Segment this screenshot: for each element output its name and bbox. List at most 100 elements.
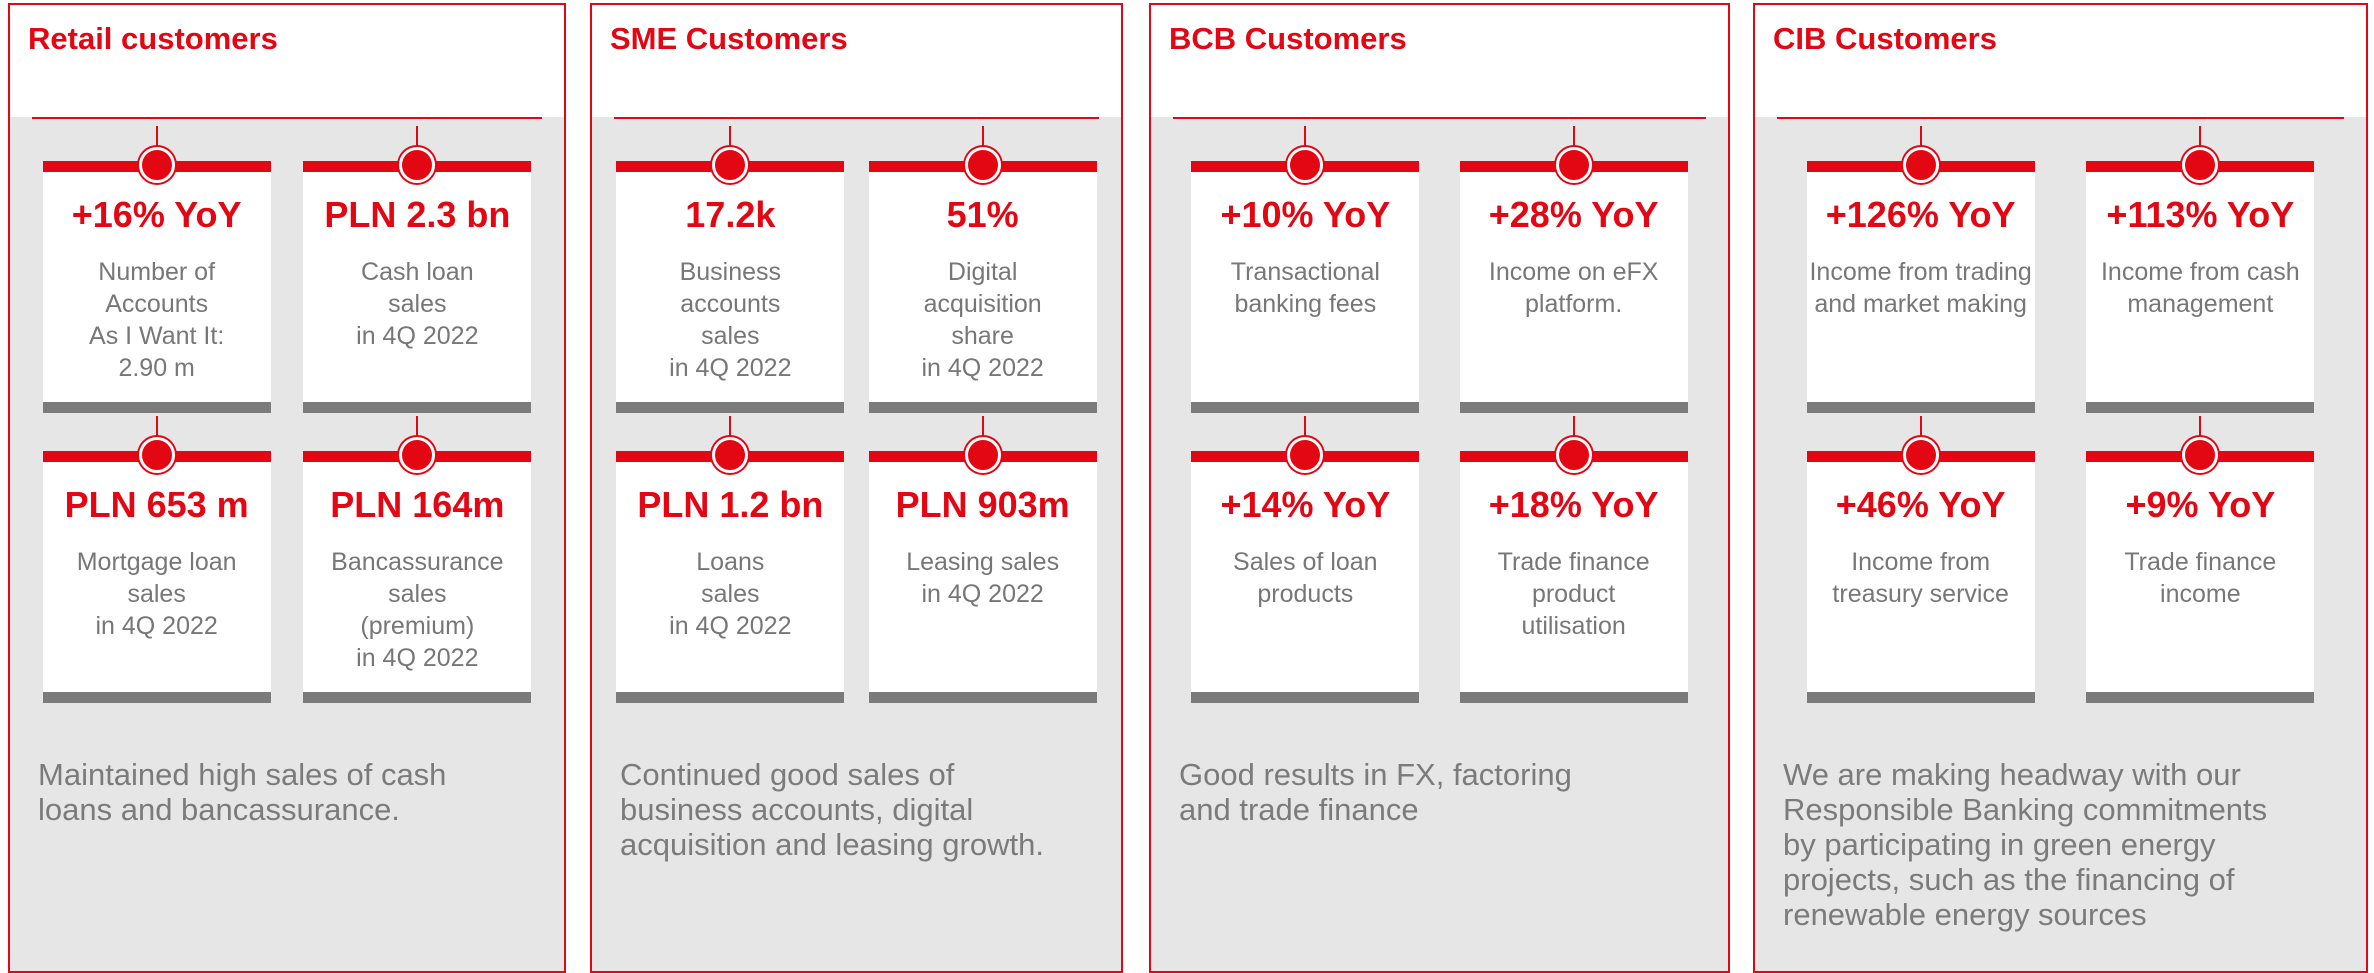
kpi-value: +10% YoY: [1191, 194, 1419, 236]
kpi-value: +28% YoY: [1460, 194, 1688, 236]
connector-line: [1173, 117, 1706, 119]
marker-dot: [712, 437, 749, 473]
kpi-card: PLN 2.3 bn Cash loan sales in 4Q 2022: [303, 126, 532, 413]
kpi-value-text: +9% YoY: [2125, 484, 2276, 525]
segment-panel: Retail customers +16% YoY Number of Account…: [8, 3, 566, 973]
summary-line: Responsible Banking commitments: [1783, 792, 2268, 827]
kpi-value: +9% YoY: [2086, 484, 2314, 526]
summary-line: loans and bancassurance.: [38, 792, 400, 827]
kpi-description: Income from cash management: [2086, 256, 2314, 320]
marker-dot: [964, 437, 1001, 473]
kpi-value-text: +126% YoY: [1825, 194, 2016, 235]
connector-line: [32, 117, 542, 119]
panel-summary: Maintained high sales of cash loans and b…: [38, 757, 446, 827]
description-line: Trade finance: [2124, 548, 2277, 576]
description-line: sales: [388, 580, 447, 608]
kpi-value-text: +18% YoY: [1488, 484, 1659, 525]
description-line: and market making: [1814, 290, 2027, 318]
kpi-value: +126% YoY: [1807, 194, 2035, 236]
description-line: Number of: [98, 258, 216, 286]
kpi-value: +46% YoY: [1807, 484, 2035, 526]
kpi-description: Income from treasury service: [1807, 546, 2035, 610]
marker-dot: [1287, 147, 1324, 183]
kpi-description: Income on eFX platform.: [1460, 256, 1688, 320]
description-line: sales: [388, 290, 447, 318]
summary-line: Maintained high sales of cash: [38, 757, 447, 792]
kpi-description: Trade finance income: [2086, 546, 2314, 610]
kpi-description: Loans sales in 4Q 2022: [616, 546, 844, 642]
description-line: product: [1531, 580, 1616, 608]
description-line: Business: [679, 258, 782, 286]
kpi-value: PLN 2.3 bn: [303, 194, 531, 236]
description-line: banking fees: [1234, 290, 1377, 318]
description-line: in 4Q 2022: [669, 354, 792, 382]
marker-dot: [964, 147, 1001, 183]
marker-dot: [1287, 437, 1324, 473]
panel-body: +126% YoY Income from trading and market m…: [1755, 117, 2366, 971]
panel-summary: Continued good sales of business accounts…: [620, 757, 1044, 862]
connector-stem: [1572, 416, 1575, 454]
kpi-value: PLN 903m: [869, 484, 1097, 526]
description-line: treasury service: [1832, 580, 2009, 608]
summary-line: acquisition and leasing growth.: [620, 827, 1044, 862]
kpi-description: Number of Accounts As I Want It: 2.90 m: [43, 256, 271, 384]
kpi-value-text: +16% YoY: [71, 194, 242, 235]
connector-stem: [155, 126, 158, 164]
description-line: Bancassurance: [331, 548, 504, 576]
description-line: in 4Q 2022: [356, 644, 479, 672]
description-line: acquisition: [923, 290, 1042, 318]
kpi-value-text: PLN 653 m: [64, 484, 249, 525]
description-line: in 4Q 2022: [356, 322, 479, 350]
kpi-value-text: PLN 1.2 bn: [637, 484, 824, 525]
description-line: in 4Q 2022: [669, 612, 792, 640]
kpi-value-text: 51%: [946, 194, 1019, 235]
description-line: Mortgage loan: [76, 548, 237, 576]
panel-body: +16% YoY Number of Accounts As I Want It: 2.…: [10, 117, 564, 971]
kpi-description: Business accounts sales in 4Q 2022: [616, 256, 844, 384]
marker-dot: [399, 147, 436, 183]
description-line: Loans: [696, 548, 765, 576]
kpi-description: Cash loan sales in 4Q 2022: [303, 256, 531, 352]
connector-stem: [155, 416, 158, 454]
connector-stem: [416, 416, 419, 454]
summary-line: We are making headway with our: [1783, 757, 2241, 792]
connector-stem: [981, 126, 984, 164]
kpi-card: +28% YoY Income on eFX platform.: [1459, 126, 1688, 413]
marker-dot: [1902, 437, 1939, 473]
marker-dot: [712, 147, 749, 183]
connector-stem: [981, 416, 984, 454]
panel-title: SME Customers: [610, 21, 848, 56]
summary-line: Continued good sales of: [620, 757, 955, 792]
kpi-card: +126% YoY Income from trading and market m…: [1806, 126, 2035, 413]
description-line: 2.90 m: [118, 354, 195, 382]
kpi-value-text: +14% YoY: [1220, 484, 1391, 525]
segment-panel: CIB Customers +126% YoY Income from tradin…: [1753, 3, 2368, 973]
kpi-card: +18% YoY Trade finance product utilisation: [1459, 416, 1688, 703]
description-line: sales: [701, 580, 760, 608]
panel-title: Retail customers: [28, 21, 278, 56]
summary-line: by participating in green energy: [1783, 827, 2216, 862]
segment-panel: SME Customers 17.2k Business accounts sales i…: [590, 3, 1123, 973]
connector-stem: [1919, 126, 1922, 164]
kpi-description: Income from trading and market making: [1807, 256, 2035, 320]
marker-dot: [399, 437, 436, 473]
description-line: Digital: [947, 258, 1018, 286]
connector-stem: [729, 416, 732, 454]
kpi-card: +46% YoY Income from treasury service: [1806, 416, 2035, 703]
description-line: in 4Q 2022: [921, 354, 1044, 382]
kpi-card: PLN 653 m Mortgage loan sales in 4Q 2022: [42, 416, 271, 703]
kpi-description: Digital acquisition share in 4Q 2022: [869, 256, 1097, 384]
marker-dot: [1555, 437, 1592, 473]
connector-stem: [729, 126, 732, 164]
kpi-description: Trade finance product utilisation: [1460, 546, 1688, 642]
panel-title: CIB Customers: [1773, 21, 1997, 56]
marker-dot: [138, 147, 175, 183]
description-line: management: [2127, 290, 2274, 318]
description-line: Income on eFX: [1488, 258, 1659, 286]
description-line: products: [1257, 580, 1354, 608]
panel-summary: We are making headway with our Responsibl…: [1783, 757, 2267, 932]
kpi-value-text: 17.2k: [685, 194, 776, 235]
description-line: share: [951, 322, 1014, 350]
description-line: As I Want It:: [89, 322, 225, 350]
